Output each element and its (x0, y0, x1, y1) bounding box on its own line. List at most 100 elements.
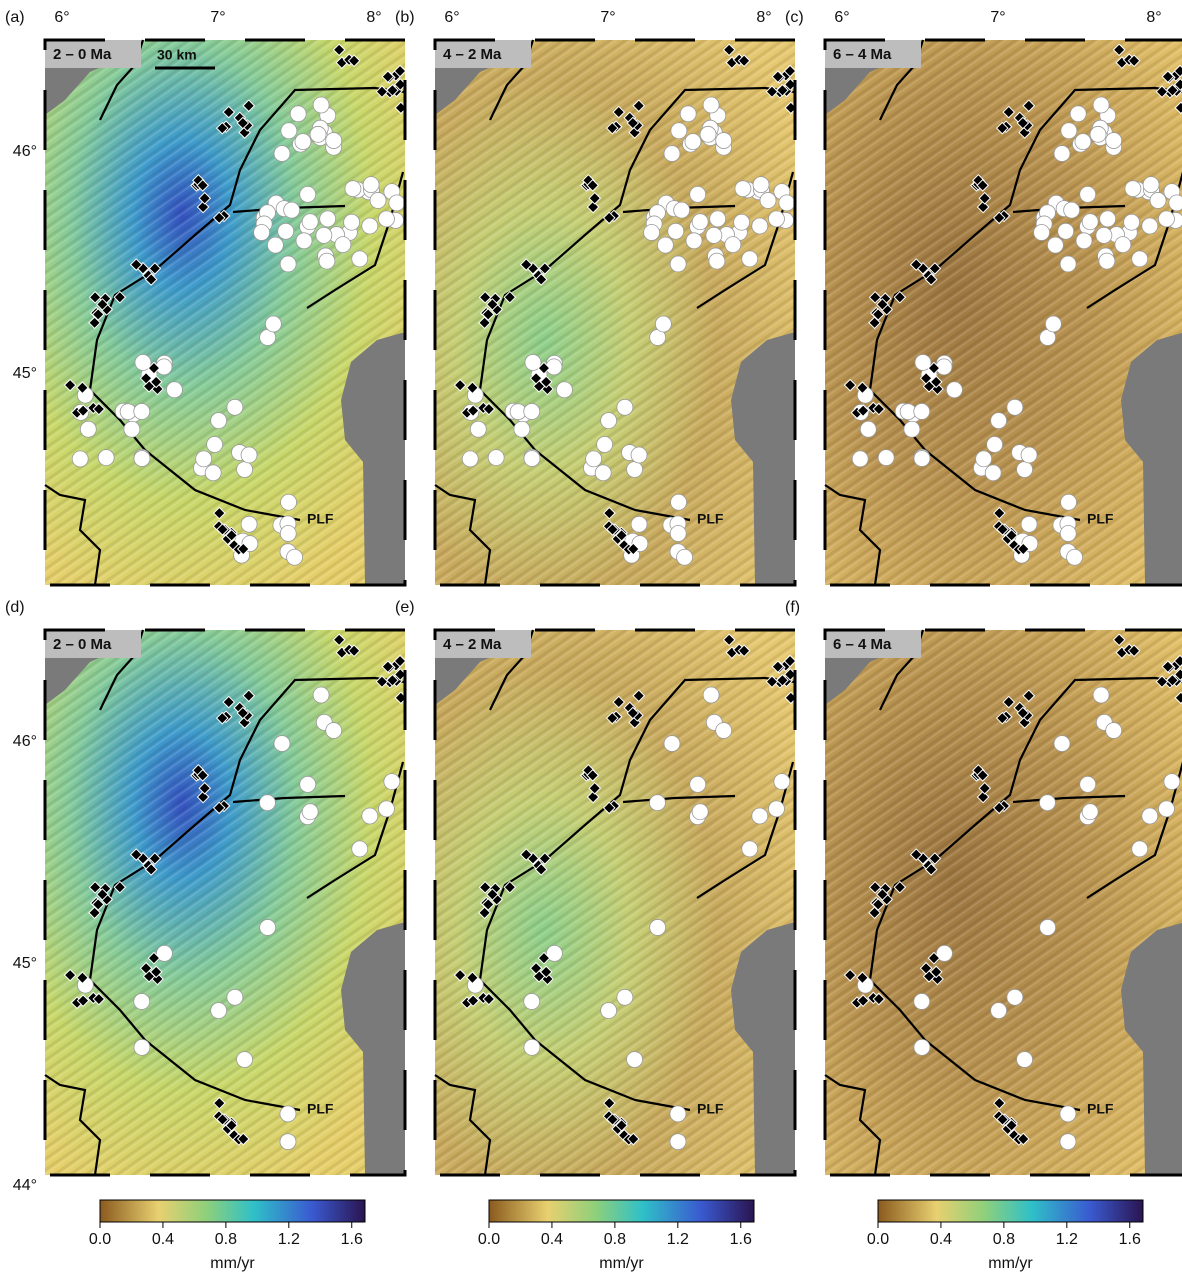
lat-tick-label: 46° (13, 733, 37, 750)
lat-tick-label: 46° (13, 143, 37, 160)
sample-circle (914, 993, 930, 1009)
sample-circle (344, 214, 360, 230)
sample-circle (326, 723, 342, 739)
sample-circle (664, 736, 680, 752)
sample-circle (211, 1003, 227, 1019)
sample-circle (124, 421, 140, 437)
sample-circle (1060, 1106, 1076, 1122)
sample-circle (752, 218, 768, 234)
sample-circle (703, 97, 719, 113)
lat-tick-label: 45° (13, 955, 37, 972)
sample-circle (1007, 989, 1023, 1005)
sample-circle (1067, 549, 1083, 565)
sample-circle (196, 451, 212, 467)
sample-circle (1115, 237, 1131, 253)
sample-circle (302, 804, 318, 820)
sample-circle (725, 237, 741, 253)
sample-circle (650, 919, 666, 935)
sample-circle (1106, 133, 1122, 149)
sample-circle (295, 134, 311, 150)
sample-circle (1060, 256, 1076, 272)
sample-circle (1070, 106, 1086, 122)
sample-circle (692, 214, 708, 230)
sample-circle (1082, 214, 1098, 230)
lon-tick-label: 7° (990, 9, 1005, 26)
sample-circle (514, 421, 530, 437)
sample-circle (677, 549, 693, 565)
period-label: 2 – 0 Ma (53, 46, 112, 63)
sample-circle (1132, 841, 1148, 857)
sample-circle (470, 421, 486, 437)
colorbar-tick-label: 1.2 (278, 1231, 300, 1248)
sample-circle (260, 919, 276, 935)
map-panel: PLF4 – 2 Ma (435, 630, 797, 1175)
period-label: 4 – 2 Ma (443, 636, 502, 653)
sample-circle (680, 106, 696, 122)
sample-circle (316, 227, 332, 243)
sample-circle (389, 195, 405, 211)
sample-circle (287, 549, 303, 565)
colorbar-unit: mm/yr (210, 1255, 255, 1272)
sample-circle (1142, 218, 1158, 234)
sample-circle (716, 723, 732, 739)
sample-circle (1150, 192, 1166, 208)
sample-circle (134, 993, 150, 1009)
sample-circle (703, 687, 719, 703)
sample-circle (1090, 126, 1106, 142)
sample-circle (370, 192, 386, 208)
sample-circle (1021, 516, 1037, 532)
panel-label: (e) (395, 599, 415, 616)
sample-circle (692, 804, 708, 820)
sample-circle (904, 421, 920, 437)
sample-circle (1045, 316, 1061, 332)
colorbar-tick-label: 0.4 (152, 1231, 174, 1248)
lon-tick-label: 7° (210, 9, 225, 26)
sample-circle (617, 989, 633, 1005)
colorbar-tick-label: 0.0 (89, 1231, 111, 1248)
sample-circle (1169, 195, 1182, 211)
sample-circle (1099, 253, 1115, 269)
sample-circle (1143, 177, 1159, 193)
sample-circle (631, 447, 647, 463)
sample-circle (319, 253, 335, 269)
colorbar-tick-label: 0.8 (993, 1231, 1015, 1248)
sample-circle (774, 774, 790, 790)
colorbar-tick-label: 1.6 (1119, 1231, 1141, 1248)
sample-circle (586, 451, 602, 467)
sample-circle (384, 774, 400, 790)
sample-circle (627, 1052, 643, 1068)
sample-circle (345, 181, 361, 197)
sample-circle (670, 256, 686, 272)
sample-circle (690, 186, 706, 202)
sample-circle (674, 202, 690, 218)
sample-circle (690, 776, 706, 792)
sample-circle (595, 465, 611, 481)
fault-label: PLF (307, 1101, 334, 1117)
sample-circle (1075, 134, 1091, 150)
sample-circle (134, 451, 150, 467)
colorbar-unit: mm/yr (988, 1255, 1033, 1272)
colorbar (489, 1200, 754, 1222)
period-label: 4 – 2 Ma (443, 46, 502, 63)
colorbar-tick-label: 0.4 (541, 1231, 563, 1248)
sample-circle (685, 134, 701, 150)
sample-circle (742, 251, 758, 267)
sample-circle (655, 316, 671, 332)
sample-circle (644, 225, 660, 241)
sample-circle (237, 462, 253, 478)
colorbar-tick-label: 1.2 (667, 1231, 689, 1248)
map-panel: PLF4 – 2 Ma (435, 40, 797, 585)
sample-circle (524, 451, 540, 467)
sample-circle (281, 123, 297, 139)
sample-circle (670, 1106, 686, 1122)
sample-circle (524, 403, 540, 419)
panel-label: (c) (785, 9, 804, 26)
sample-circle (1076, 233, 1092, 249)
sample-circle (280, 256, 296, 272)
sample-circle (752, 808, 768, 824)
panel-label: (f) (785, 599, 800, 616)
sample-circle (241, 447, 257, 463)
sample-circle (914, 403, 930, 419)
colorbar-tick-label: 1.2 (1056, 1231, 1078, 1248)
